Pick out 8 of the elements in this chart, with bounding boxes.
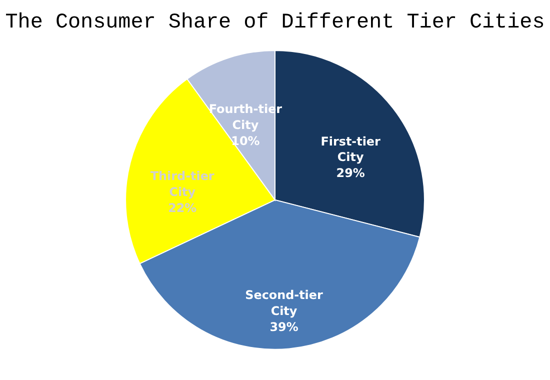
data-label: 10%	[231, 134, 260, 148]
data-label: 39%	[270, 320, 298, 334]
chart-title: The Consumer Share of Different Tier Cities	[5, 12, 545, 35]
data-label: 22%	[168, 201, 197, 216]
slice-label: Third-tier City	[150, 169, 214, 200]
slice-label: Second-tier City	[245, 288, 323, 318]
slice-label: First-tier City	[320, 134, 381, 164]
data-label: 29%	[336, 166, 365, 180]
